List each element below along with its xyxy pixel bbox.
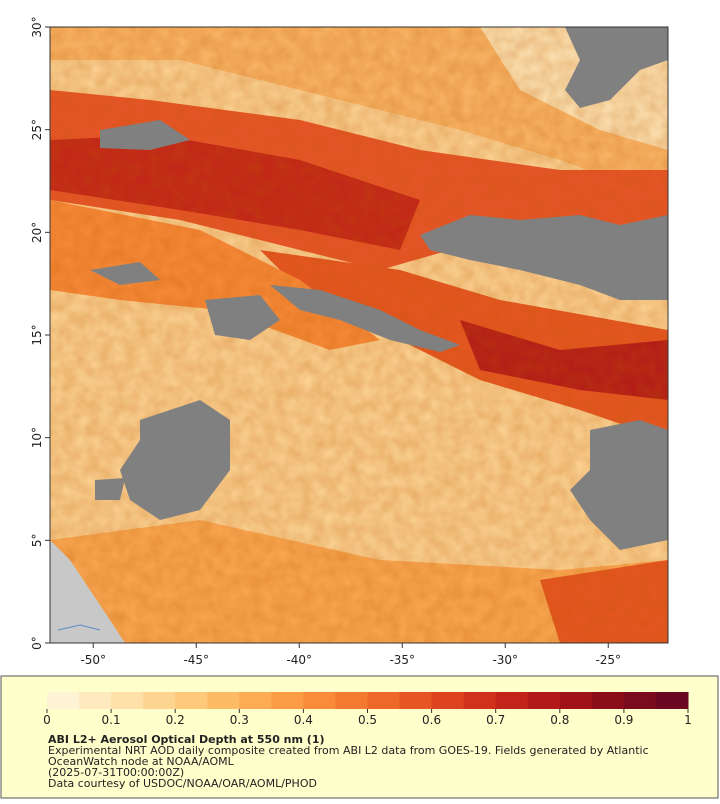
x-tick-label: -50° bbox=[80, 653, 106, 667]
colorbar-swatch bbox=[399, 692, 433, 709]
colorbar-swatch bbox=[431, 692, 465, 709]
caption-line: Experimental NRT AOD daily composite cre… bbox=[48, 744, 649, 757]
colorbar-swatch bbox=[47, 692, 80, 709]
colorbar-tick-label: 0.3 bbox=[230, 713, 249, 727]
caption-title: ABI L2+ Aerosol Optical Depth at 550 nm … bbox=[48, 733, 325, 746]
colorbar-swatch bbox=[207, 692, 240, 709]
colorbar-swatch bbox=[111, 692, 144, 709]
caption-line: (2025-07-31T00:00:00Z) bbox=[48, 766, 184, 779]
colorbar-tick-label: 0.4 bbox=[294, 713, 313, 727]
colorbar-tick-label: 0.5 bbox=[358, 713, 377, 727]
colorbar-tick-label: 0 bbox=[43, 713, 51, 727]
caption-line: Data courtesy of USDOC/NOAA/OAR/AOML/PHO… bbox=[48, 777, 317, 790]
colorbar-swatch bbox=[623, 692, 657, 709]
colorbar-swatch bbox=[367, 692, 401, 709]
colorbar-tick-label: 1 bbox=[684, 713, 692, 727]
colorbar-swatch bbox=[239, 692, 272, 709]
colorbar-tick-label: 0.8 bbox=[550, 713, 569, 727]
y-tick-label: 30° bbox=[30, 16, 44, 37]
axes: -50° -45° -40° -35° -30° -25° 0° 5° 10° 15° 20° 25°… bbox=[30, 16, 621, 667]
colorbar-swatch bbox=[143, 692, 176, 709]
colorbar-swatch bbox=[463, 692, 497, 709]
colorbar-swatch bbox=[591, 692, 625, 709]
x-tick-label: -25° bbox=[595, 653, 621, 667]
colorbar-swatch bbox=[527, 692, 561, 709]
y-tick-label: 25° bbox=[30, 119, 44, 140]
map-raster bbox=[50, 27, 668, 643]
colorbar-swatch bbox=[303, 692, 336, 709]
colorbar-tick-label: 0.1 bbox=[102, 713, 121, 727]
y-tick-label: 15° bbox=[30, 324, 44, 345]
x-tick-label: -45° bbox=[183, 653, 209, 667]
colorbar: 0 0.1 0.2 0.3 0.4 0.5 0.6 0.7 0.8 0.9 1 bbox=[43, 692, 692, 727]
y-tick-label: 20° bbox=[30, 222, 44, 243]
colorbar-swatch bbox=[79, 692, 112, 709]
colorbar-swatch bbox=[271, 692, 304, 709]
colorbar-swatch bbox=[559, 692, 593, 709]
colorbar-tick-label: 0.6 bbox=[422, 713, 441, 727]
colorbar-swatch bbox=[175, 692, 208, 709]
x-tick-label: -30° bbox=[492, 653, 518, 667]
y-tick-label: 5° bbox=[30, 534, 44, 548]
y-tick-label: 0° bbox=[30, 636, 44, 650]
x-tick-label: -40° bbox=[286, 653, 312, 667]
x-tick-label: -35° bbox=[389, 653, 415, 667]
colorbar-swatch bbox=[495, 692, 529, 709]
colorbar-tick-label: 0.2 bbox=[166, 713, 185, 727]
colorbar-swatch bbox=[655, 692, 689, 709]
colorbar-swatch bbox=[335, 692, 368, 709]
colorbar-tick-label: 0.9 bbox=[614, 713, 633, 727]
caption-line: OceanWatch node at NOAA/AOML bbox=[48, 755, 235, 768]
colorbar-tick-label: 0.7 bbox=[486, 713, 505, 727]
y-tick-label: 10° bbox=[30, 427, 44, 448]
